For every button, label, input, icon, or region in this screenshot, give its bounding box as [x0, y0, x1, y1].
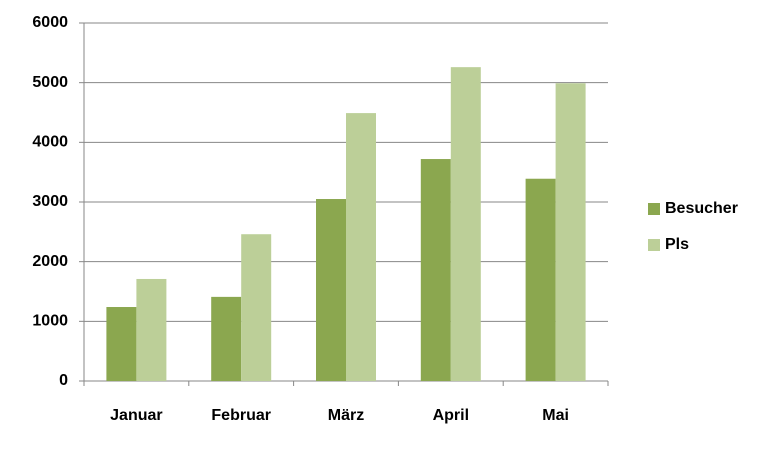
y-tick-label: 3000: [32, 193, 68, 210]
y-tick-label: 2000: [32, 253, 68, 270]
bar: [346, 113, 376, 381]
y-tick-label: 4000: [32, 134, 68, 151]
legend-swatch: [648, 239, 660, 251]
y-tick-label: 5000: [32, 74, 68, 91]
bar: [136, 278, 167, 381]
bar: [525, 178, 556, 381]
x-tick-label: März: [328, 407, 364, 424]
bar: [211, 296, 242, 381]
bar: [241, 234, 272, 381]
x-tick-label: Mai: [542, 407, 569, 424]
bar: [106, 307, 137, 381]
y-tick-label: 1000: [32, 313, 68, 330]
x-tick-label: April: [433, 407, 469, 424]
legend-swatch: [648, 203, 660, 215]
legend-label: Besucher: [665, 200, 738, 217]
bar: [420, 159, 451, 381]
x-tick-label: Januar: [110, 407, 162, 424]
bar: [316, 199, 346, 381]
bar: [555, 83, 586, 381]
y-tick-label: 0: [59, 372, 68, 389]
legend-label: Pls: [665, 236, 689, 253]
y-tick-label: 6000: [32, 14, 68, 31]
bar: [450, 67, 481, 382]
x-tick-label: Februar: [211, 407, 271, 424]
